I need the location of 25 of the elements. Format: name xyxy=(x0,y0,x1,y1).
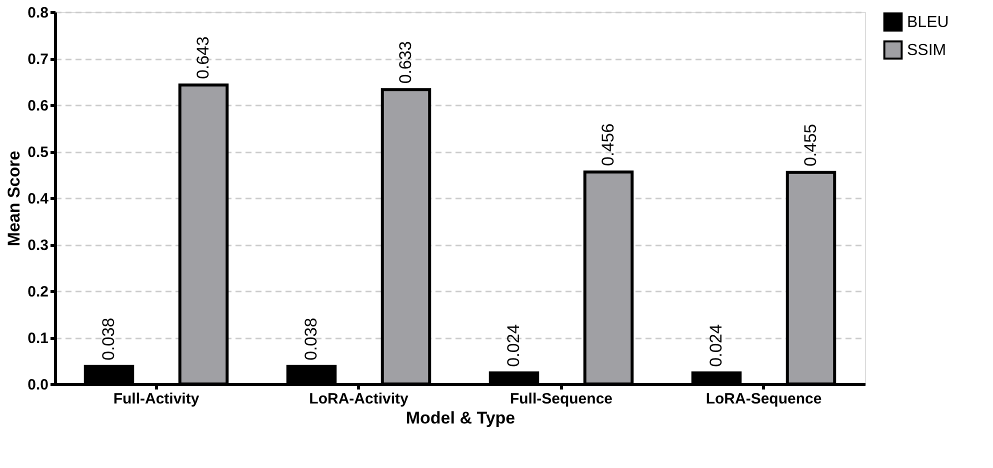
y-tick-label: 0.0 xyxy=(28,376,48,394)
y-tick-label: 0.1 xyxy=(28,330,48,347)
y-tick-label: 0.8 xyxy=(28,4,48,22)
y-tick-label: 0.3 xyxy=(28,237,48,254)
legend-label: BLEU xyxy=(907,14,949,31)
data-label: 0.038 xyxy=(99,318,118,360)
data-label: 0.038 xyxy=(302,318,320,360)
x-tick-label: Full-Activity xyxy=(113,390,200,408)
y-tick-label: 0.2 xyxy=(28,284,48,300)
legend-label: SSIM xyxy=(907,42,946,59)
data-label: 0.456 xyxy=(598,123,618,166)
y-tick-label: 0.5 xyxy=(28,144,48,161)
data-label: 0.024 xyxy=(706,324,726,367)
data-label: 0.643 xyxy=(194,36,212,80)
y-axis-title: Mean Score xyxy=(4,150,24,246)
x-tick-label: LoRA-Activity xyxy=(309,390,409,408)
data-label: 0.024 xyxy=(504,324,523,367)
data-label: 0.455 xyxy=(801,124,820,166)
y-tick-label: 0.7 xyxy=(28,51,48,68)
y-tick-label: 0.6 xyxy=(28,98,48,114)
x-tick-label: Full-Sequence xyxy=(510,390,613,408)
data-label: 0.633 xyxy=(396,41,415,84)
x-tick-label: LoRA-Sequence xyxy=(706,390,822,408)
y-tick-label: 0.4 xyxy=(28,190,50,208)
x-axis-title: Model & Type xyxy=(406,408,516,428)
